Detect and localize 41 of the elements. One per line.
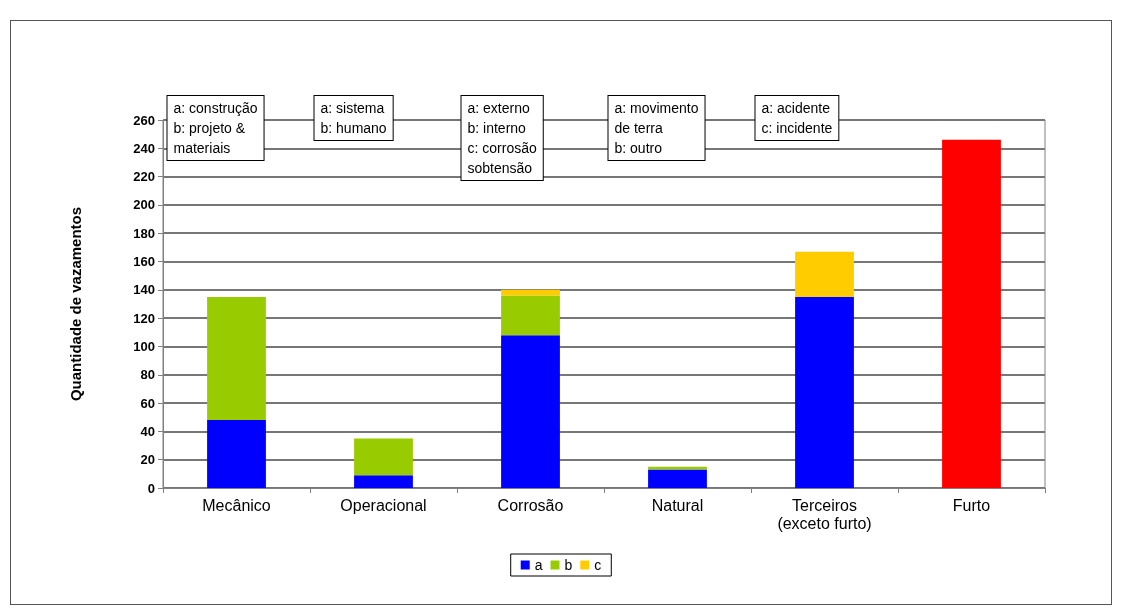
- bar: [648, 469, 707, 488]
- y-tick-label: 160: [133, 254, 155, 270]
- legend-label: a: [534, 557, 543, 573]
- annotation: a: construção b: projeto & materiais: [173, 100, 258, 156]
- bar: [648, 466, 707, 470]
- y-tick-label: 220: [133, 169, 155, 185]
- bar: [354, 475, 413, 488]
- y-tick-label: 100: [133, 338, 155, 354]
- bar: [354, 438, 413, 476]
- y-tick-label: 180: [133, 225, 155, 241]
- y-tick-label: 0: [147, 480, 155, 496]
- bar: [501, 289, 560, 296]
- annotation: a: sistema b: humano: [320, 100, 387, 136]
- y-tick-label: 260: [133, 112, 155, 128]
- bar: [795, 296, 854, 488]
- bar: [795, 251, 854, 297]
- y-tick-label: 200: [133, 197, 155, 213]
- y-tick-label: 20: [140, 452, 155, 468]
- y-tick-label: 240: [133, 140, 155, 156]
- y-tick-label: 120: [133, 310, 155, 326]
- y-tick-label: 60: [140, 395, 155, 411]
- annotation: a: acidente c: incidente: [761, 100, 833, 136]
- bar: [942, 139, 1001, 488]
- x-tick-label: Corrosão: [497, 496, 564, 514]
- x-tick-label: Operacional: [340, 496, 427, 514]
- bar: [207, 296, 266, 421]
- legend-label: c: [594, 557, 602, 573]
- legend-label: b: [564, 557, 573, 573]
- bar: [207, 420, 266, 488]
- x-tick-label: Mecânico: [202, 496, 271, 514]
- y-axis-title: Quantidade de vazamentos: [67, 206, 84, 402]
- x-tick-label: Natural: [651, 496, 704, 514]
- bar: [501, 295, 560, 336]
- x-tick-label: Terceiros (exceto furto): [777, 496, 872, 532]
- y-tick-label: 80: [140, 367, 155, 383]
- x-tick-label: Furto: [952, 496, 991, 514]
- y-tick-label: 140: [133, 282, 155, 298]
- y-tick-label: 40: [140, 423, 155, 439]
- bar: [501, 335, 560, 488]
- annotation: a: movimento de terra b: outro: [614, 100, 699, 156]
- annotation: a: externo b: interno c: corrosão sobtensão: [467, 100, 537, 176]
